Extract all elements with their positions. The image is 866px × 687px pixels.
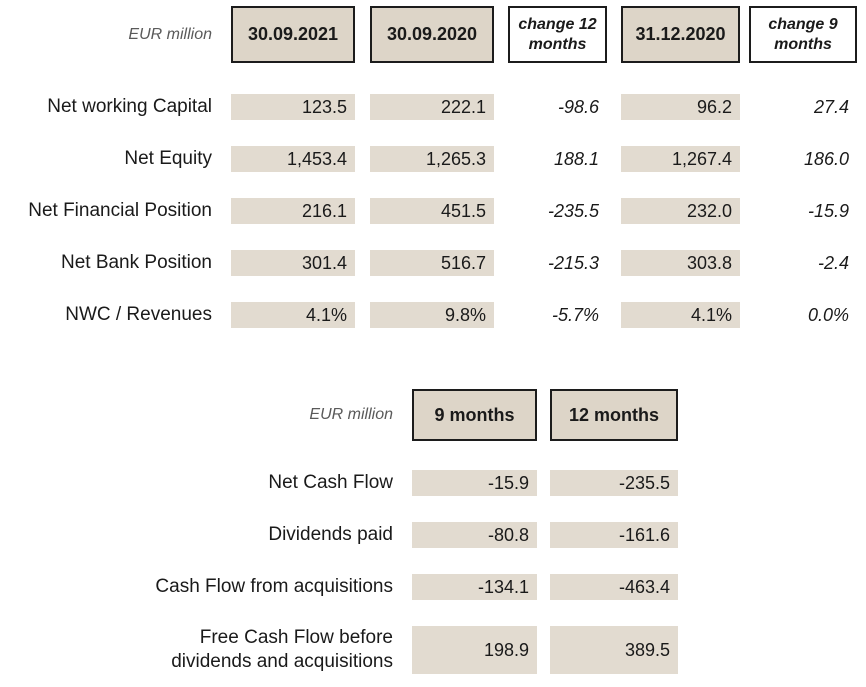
- table1-col-header-30-09-2021: 30.09.2021: [231, 6, 355, 63]
- table2-unit-label: EUR million: [309, 406, 393, 423]
- value-cell: -15.9: [412, 470, 537, 496]
- value-cell: 451.5: [370, 198, 494, 224]
- table-row-net-working-capital: Net working Capital 123.5 222.1 -98.6 96…: [0, 94, 866, 120]
- table1-col-header-31-12-2020: 31.12.2020: [621, 6, 740, 63]
- row-label: Net Bank Position: [60, 252, 212, 274]
- value-cell: -235.5: [550, 470, 678, 496]
- value-cell: 516.7: [370, 250, 494, 276]
- value-cell: 216.1: [231, 198, 355, 224]
- change-value-cell: -5.7%: [551, 304, 599, 325]
- value-cell: 9.8%: [370, 302, 494, 328]
- row-label: Net Cash Flow: [268, 472, 393, 494]
- value-cell: 198.9: [412, 626, 537, 674]
- change-value-cell: -2.4: [817, 252, 849, 273]
- value-cell: -463.4: [550, 574, 678, 600]
- row-label: Net Financial Position: [28, 200, 212, 222]
- change-value-cell: -215.3: [547, 252, 599, 273]
- table1-col-header-30-09-2020: 30.09.2020: [370, 6, 494, 63]
- value-cell: 96.2: [621, 94, 740, 120]
- table-row-nwc-revenues: NWC / Revenues 4.1% 9.8% -5.7% 4.1% 0.0%: [0, 302, 866, 328]
- value-cell: 4.1%: [621, 302, 740, 328]
- table-row-free-cash-flow: Free Cash Flow before dividends and acqu…: [0, 626, 866, 674]
- change-value-cell: 27.4: [813, 96, 849, 117]
- row-label-text: Free Cash Flow before dividends and acqu…: [171, 627, 393, 672]
- table1-col-header-change-9-months: change 9 months: [749, 6, 857, 63]
- table-row-net-financial-position: Net Financial Position 216.1 451.5 -235.…: [0, 198, 866, 224]
- table-row-net-equity: Net Equity 1,453.4 1,265.3 188.1 1,267.4…: [0, 146, 866, 172]
- row-label: Cash Flow from acquisitions: [155, 576, 393, 598]
- value-cell: 4.1%: [231, 302, 355, 328]
- table-row-cash-flow-from-acquisitions: Cash Flow from acquisitions -134.1 -463.…: [0, 574, 866, 600]
- row-label: Dividends paid: [268, 524, 393, 546]
- change-value-cell: -235.5: [547, 200, 599, 221]
- cash-flow-table: EUR million 9 months 12 months Net Cash …: [0, 389, 866, 674]
- table-row-net-bank-position: Net Bank Position 301.4 516.7 -215.3 303…: [0, 250, 866, 276]
- value-cell: 389.5: [550, 626, 678, 674]
- row-label: Net Equity: [124, 148, 212, 170]
- value-cell: -161.6: [550, 522, 678, 548]
- change-value-cell: 188.1: [553, 148, 599, 169]
- value-cell: -134.1: [412, 574, 537, 600]
- change-value-cell: 0.0%: [807, 304, 849, 325]
- table-row-net-cash-flow: Net Cash Flow -15.9 -235.5: [0, 470, 866, 496]
- table1-header-row: EUR million 30.09.2021 30.09.2020 change…: [0, 6, 866, 63]
- row-label: NWC / Revenues: [65, 304, 212, 326]
- table2-header-row: EUR million 9 months 12 months: [0, 389, 866, 441]
- change-value-cell: -98.6: [557, 96, 599, 117]
- table1-unit-label: EUR million: [128, 25, 212, 43]
- table-row-dividends-paid: Dividends paid -80.8 -161.6: [0, 522, 866, 548]
- change-value-cell: 186.0: [803, 148, 849, 169]
- value-cell: 301.4: [231, 250, 355, 276]
- table2-col-header-9-months: 9 months: [412, 389, 537, 441]
- balance-figures-table: EUR million 30.09.2021 30.09.2020 change…: [0, 0, 866, 328]
- table2-col-header-12-months: 12 months: [550, 389, 678, 441]
- change-value-cell: -15.9: [807, 200, 849, 221]
- value-cell: 222.1: [370, 94, 494, 120]
- row-label: Free Cash Flow before dividends and acqu…: [0, 626, 393, 674]
- table1-col-header-change-12-months: change 12 months: [508, 6, 607, 63]
- value-cell: 1,267.4: [621, 146, 740, 172]
- value-cell: 1,453.4: [231, 146, 355, 172]
- value-cell: -80.8: [412, 522, 537, 548]
- value-cell: 1,265.3: [370, 146, 494, 172]
- value-cell: 232.0: [621, 198, 740, 224]
- value-cell: 303.8: [621, 250, 740, 276]
- row-label: Net working Capital: [47, 96, 212, 118]
- value-cell: 123.5: [231, 94, 355, 120]
